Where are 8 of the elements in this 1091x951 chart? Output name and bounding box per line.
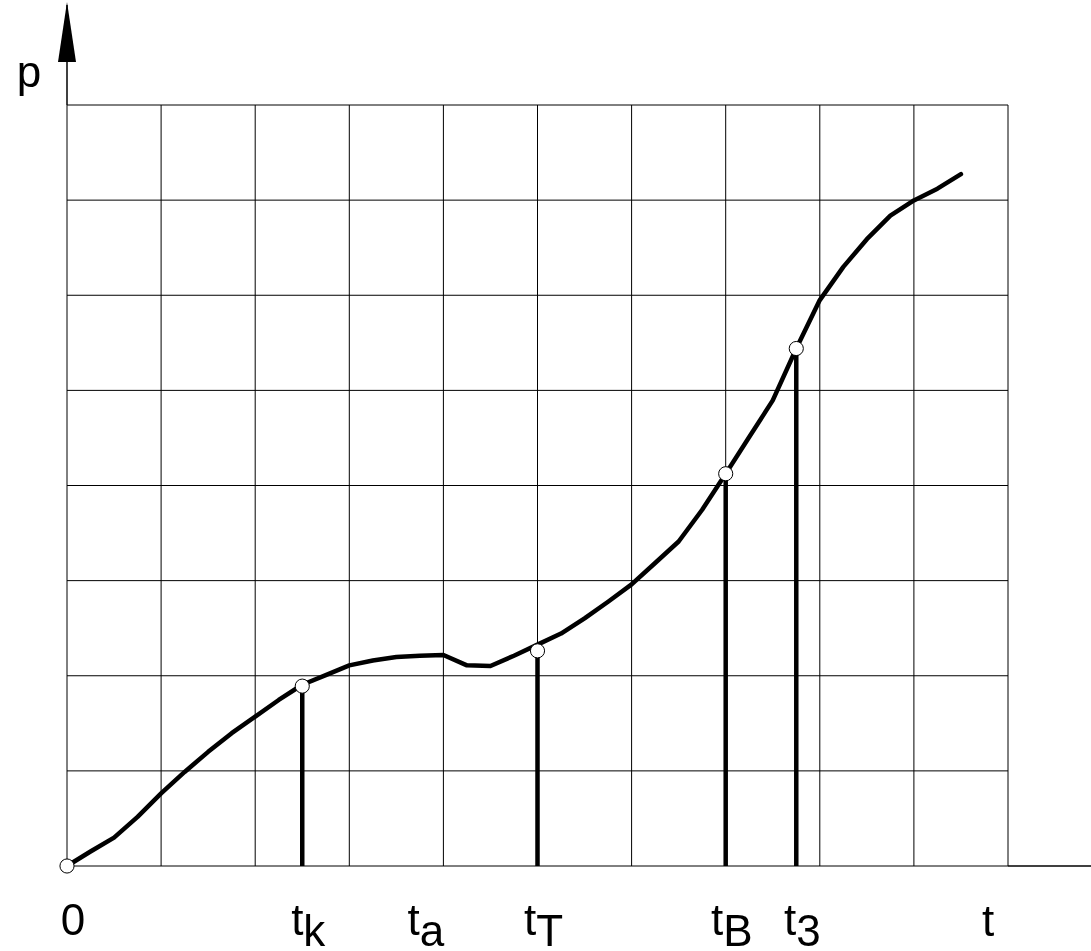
point (59, 858, 75, 874)
point (788, 340, 804, 357)
point (718, 466, 734, 482)
x-tick-label: 0 (60, 895, 86, 944)
x-axis-title: t (981, 896, 995, 945)
point (294, 678, 310, 694)
y-axis-title: p (16, 47, 42, 96)
point (529, 643, 546, 659)
